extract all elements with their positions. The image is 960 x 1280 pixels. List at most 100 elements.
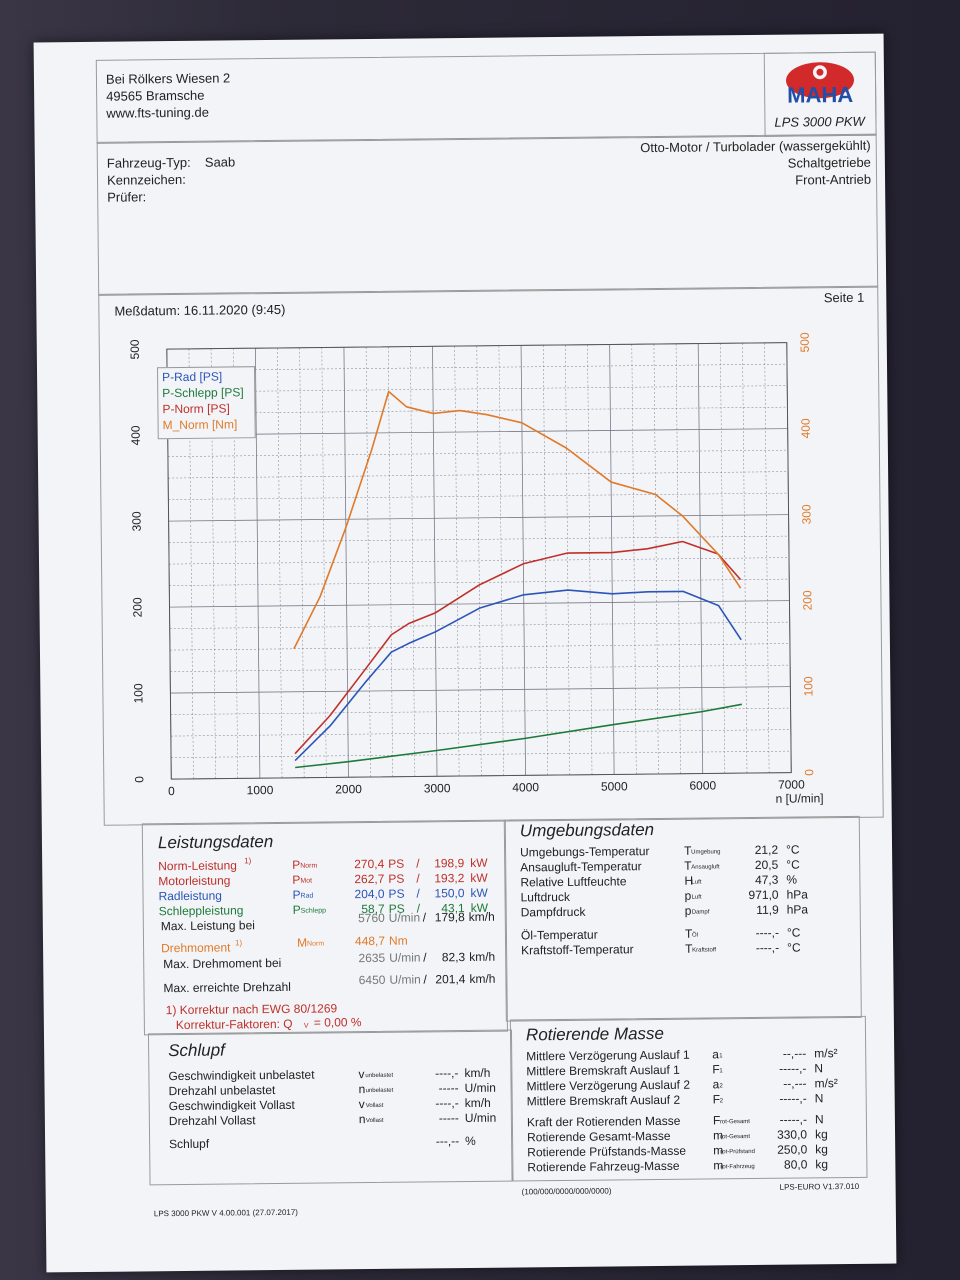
grid-line-horizontal [169,643,790,651]
rotierende-row-label: Kraft der Rotierenden Masse [526,1113,681,1130]
umgebung-row-subscript: Öl [691,932,699,939]
grid-line-horizontal [169,621,790,629]
legend-p-schlepp: P-Schlepp [PS] [162,385,244,401]
x-tick-label: 1000 [247,783,274,797]
umgebung-row-unit: °C [786,925,801,940]
page-number: Seite 1 [823,289,865,306]
umgebung-row-unit: hPa [786,887,808,902]
schlupf-row-symbol: v [358,1067,365,1082]
grid-line-horizontal [170,664,791,672]
schlupf-row-value: ---,-- [435,1134,460,1149]
rotierende-row-unit: N [814,1112,824,1127]
schlupf-row-symbol: v [358,1097,365,1112]
rotierende-row-value: --,--- [782,1046,807,1061]
schlupf-row-unit: % [465,1133,476,1149]
leistung-row-ps: 262,7 [354,871,385,887]
rotierende-row-unit: kg [815,1142,828,1157]
vehicle-type-value: Saab [204,154,236,170]
umgebung-row-label: Ansaugluft-Temperatur [520,859,642,875]
rotierende-row-label: Mittlere Bremskraft Auslauf 2 [526,1092,681,1109]
rotierende-row-unit: kg [815,1157,829,1172]
umgebung-row-label: Relative Luftfeuchte [520,874,627,890]
website-link[interactable]: www.fts-tuning.de [106,104,210,121]
leistung-row-ps: 204,0 [354,886,385,902]
legend-m-norm: M_Norm [Nm] [162,417,238,433]
footnote-mark: 1) [244,856,252,866]
kw-unit: kW [470,885,488,900]
schlupf-row-symbol: n [358,1112,366,1127]
schlupf-row-unit: U/min [464,1110,497,1126]
umgebung-row-symbol: p [684,888,692,903]
rotierende-row-subscript: rot-Gesamt [719,1119,750,1126]
leistung-row-subscript: Rad [300,892,314,900]
footer-version-left: LPS 3000 PKW V 4.00.001 (27.07.2017) [153,1207,299,1219]
umgebung-row-value: 11,9 [756,902,779,917]
schlupf-row-subscript: unbelastet [365,1072,394,1080]
m-norm-curve [293,390,742,650]
y-right-tick-label: 300 [799,504,813,524]
ps-unit: PS [388,856,405,871]
schlupf-row-value: ----,- [435,1096,459,1111]
rotierende-row-label: Rotierende Fahrzeug-Masse [527,1158,680,1175]
rotierende-row-unit: kg [814,1127,828,1142]
separator: / [423,950,427,965]
chart-legend: P-Rad [PS] P-Schlepp [PS] P-Norm [PS] M_… [156,366,256,440]
rotierende-row-value: --,--- [783,1076,807,1091]
umgebung-row-unit: hPa [786,902,809,917]
p-norm-curve [294,540,742,755]
separator: / [422,910,427,925]
footer-code: (100/000/0000/000/0000) [521,1186,612,1197]
rotierende-row-value: 80,0 [783,1157,808,1172]
measure-date: Meßdatum: 16.11.2020 (9:45) [114,301,286,319]
separator: / [416,871,420,886]
max-torque-label: Max. Drehmoment bei [163,955,282,972]
x-tick-label: 2000 [335,782,362,796]
legend-p-norm: P-Norm [PS] [162,401,230,417]
y-right-tick-label: 0 [802,769,816,776]
umgebung-row-unit: °C [786,857,800,872]
grid-line-horizontal [170,686,791,694]
schlupf-row-value: ----- [438,1081,459,1096]
max-torque-speed: 82,3 [441,950,466,965]
rotierende-row-label: Rotierende Prüfstands-Masse [527,1143,687,1160]
rotierende-row-unit: m/s² [814,1076,838,1091]
correction-subscript: V [303,1022,309,1030]
umgebung-row-value: 971,0 [748,887,779,903]
umgebung-row-value: 47,3 [754,872,779,887]
y-left-tick-label: 0 [132,776,146,783]
x-axis-unit-label: n [U/min] [775,791,823,806]
max-power-label: Max. Leistung bei [160,918,255,934]
schlupf-row-unit: U/min [464,1080,496,1096]
leistung-row-symbol: P [292,872,301,887]
rotierende-row-label: Rotierende Gesamt-Masse [527,1128,671,1145]
leistung-row-label: Motorleistung [158,873,231,889]
grid-line-horizontal [168,471,789,479]
rotierende-title: Rotierende Masse [525,1023,665,1045]
umgebung-title: Umgebungsdaten [519,820,655,841]
leistung-row-subscript: Schlepp [300,907,327,915]
rotierende-row-unit: N [814,1091,824,1106]
p-schlepp-curve [295,703,742,769]
rotierende-row-unit: m/s² [814,1046,838,1061]
umgebung-row-subscript: Luft [691,894,702,901]
umgebung-row-value: 20,5 [754,857,779,872]
plot-frame [166,342,792,780]
tester-label: Prüfer: [107,189,147,205]
footer-version-right: LPS-EURO V1.37.010 [779,1181,860,1192]
rotierende-row-value: -----,- [779,1091,807,1106]
gearbox-type: Schaltgetriebe [787,154,871,171]
grid-line-horizontal [168,492,789,500]
grid-line-horizontal [169,600,790,608]
speed-unit: km/h [469,971,496,986]
rotierende-row-subscript: rot-Prüfstand [720,1148,755,1156]
grid-line-horizontal [169,578,790,586]
leistung-row-kw: 193,2 [434,871,465,886]
schlupf-row-value: ----,- [434,1066,459,1081]
correction-value: = 0,00 % [313,1015,362,1030]
grid-line-horizontal [167,363,787,371]
umgebung-row-symbol: p [684,903,692,918]
grid-line-horizontal [170,729,791,737]
maha-brand-text: MAHA [787,82,853,108]
vehicle-type-label: Fahrzeug-Typ: [106,154,191,171]
